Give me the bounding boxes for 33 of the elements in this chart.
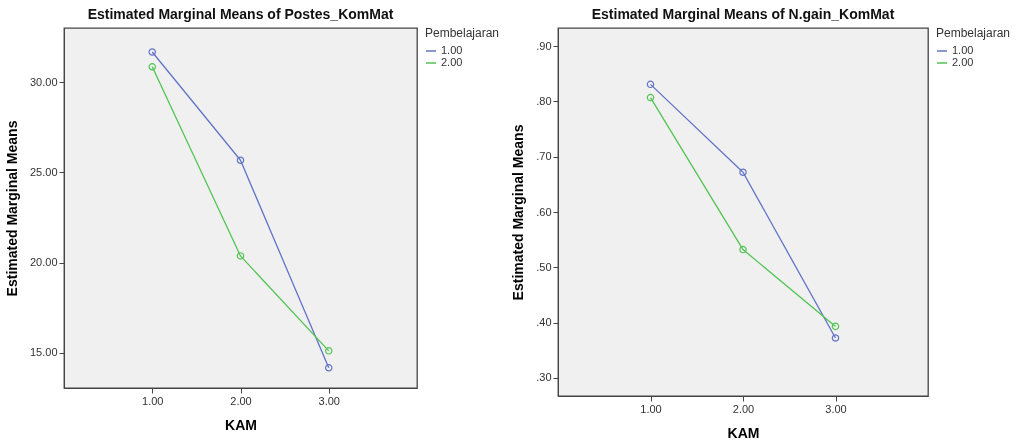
x-axis-title: KAM bbox=[727, 424, 760, 441]
y-tick-label: .70 bbox=[536, 150, 552, 163]
chart-title: Estimated Marginal Means of N.gain_KomMat bbox=[591, 6, 895, 22]
point bbox=[739, 245, 747, 254]
x-tick-label: 1.00 bbox=[142, 394, 164, 407]
y-tick-label: .90 bbox=[536, 39, 552, 52]
y-tick-label: .30 bbox=[536, 371, 552, 384]
x-tick-label: 3.00 bbox=[825, 402, 847, 415]
x-tick-label: 2.00 bbox=[230, 394, 252, 407]
y-tick-label: .50 bbox=[536, 260, 552, 273]
legend-label: 2.00 bbox=[952, 56, 974, 68]
y-tick-label: 30.00 bbox=[29, 75, 58, 88]
x-axis-title: KAM bbox=[225, 416, 257, 433]
legend-title: Pembelajaran bbox=[936, 26, 1011, 40]
point bbox=[236, 156, 245, 165]
y-tick-label: 20.00 bbox=[29, 256, 58, 269]
y-tick-label: 25.00 bbox=[29, 165, 58, 178]
chart-title: Estimated Marginal Means of Postes_KomMat bbox=[87, 6, 394, 22]
x-tick-label: 1.00 bbox=[640, 402, 662, 415]
y-tick-label: .40 bbox=[536, 316, 552, 329]
y-tick-label: 15.00 bbox=[29, 346, 58, 359]
point bbox=[236, 252, 245, 260]
legend-title: Pembelajaran bbox=[425, 26, 500, 40]
legend-label: 1.00 bbox=[441, 44, 463, 56]
y-tick-label: .60 bbox=[536, 205, 552, 218]
y-axis-title: Estimated Marginal Means bbox=[3, 120, 20, 297]
y-axis-title: Estimated Marginal Means bbox=[510, 124, 527, 301]
x-tick-label: 3.00 bbox=[318, 394, 340, 407]
legend-label: 1.00 bbox=[952, 44, 974, 56]
x-tick-label: 2.00 bbox=[732, 402, 755, 415]
point bbox=[739, 168, 747, 176]
legend-label: 2.00 bbox=[441, 56, 463, 68]
y-tick-label: .80 bbox=[536, 94, 552, 107]
